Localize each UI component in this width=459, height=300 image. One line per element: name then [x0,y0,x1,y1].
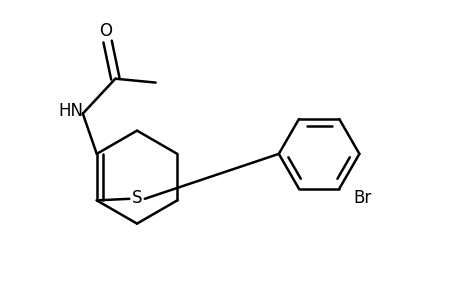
Text: HN: HN [58,102,83,120]
Text: S: S [132,189,142,207]
Text: Br: Br [353,189,371,207]
Text: O: O [99,22,112,40]
